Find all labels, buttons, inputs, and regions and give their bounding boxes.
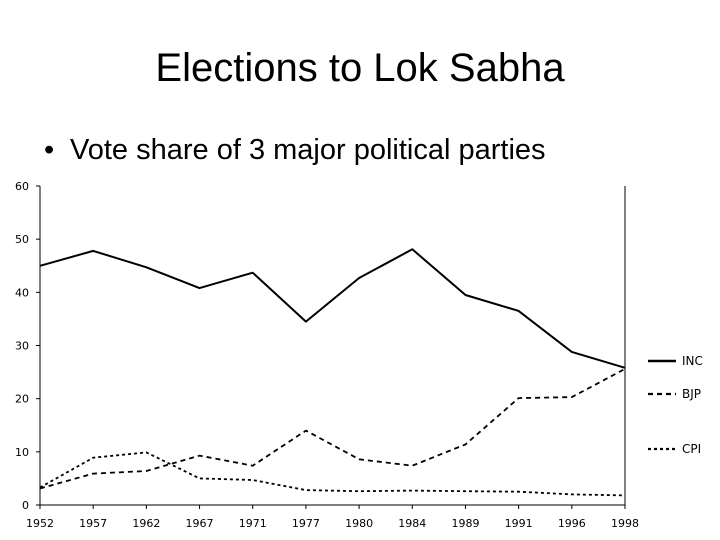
y-tick-label: 50: [15, 233, 29, 246]
series-line-cpi: [39, 451, 626, 497]
series-line-bjp: [39, 368, 626, 490]
chart-axes: 0 10 20 30 40 50 60 1952 1957 1962 1967 1971 1977 198…: [15, 180, 639, 530]
chart-series: [39, 248, 626, 497]
x-tick-label: 1991: [505, 517, 533, 530]
bullet-text: Vote share of 3 major political parties: [70, 134, 546, 166]
y-tick-label: 10: [15, 446, 29, 459]
y-tick-label: 60: [15, 180, 29, 193]
series-line-inc: [39, 248, 626, 369]
x-tick-label: 1980: [345, 517, 373, 530]
x-tick-label: 1998: [611, 517, 639, 530]
x-tick-label: 1984: [398, 517, 426, 530]
y-tick-label: 0: [22, 499, 29, 512]
chart-legend: INC BJP CPI: [648, 354, 703, 456]
x-tick-label: 1967: [186, 517, 214, 530]
legend-label-cpi: CPI: [682, 442, 701, 456]
y-tick-label: 40: [15, 286, 29, 299]
bullet-text-row: • Vote share of 3 major political parties: [44, 132, 546, 168]
legend-label-bjp: BJP: [682, 387, 701, 401]
x-tick-label: 1977: [292, 517, 320, 530]
x-tick-label: 1952: [26, 517, 54, 530]
bullet-point-icon: •: [44, 134, 55, 166]
x-tick-label: 1962: [132, 517, 160, 530]
x-tick-label: 1957: [79, 517, 107, 530]
x-tick-label: 1971: [239, 517, 267, 530]
slide-title: Elections to Lok Sabha: [155, 46, 565, 90]
x-tick-label: 1989: [451, 517, 479, 530]
x-tick-label: 1996: [558, 517, 586, 530]
y-tick-label: 20: [15, 393, 29, 406]
y-tick-label: 30: [15, 340, 29, 353]
legend-label-inc: INC: [682, 354, 703, 368]
